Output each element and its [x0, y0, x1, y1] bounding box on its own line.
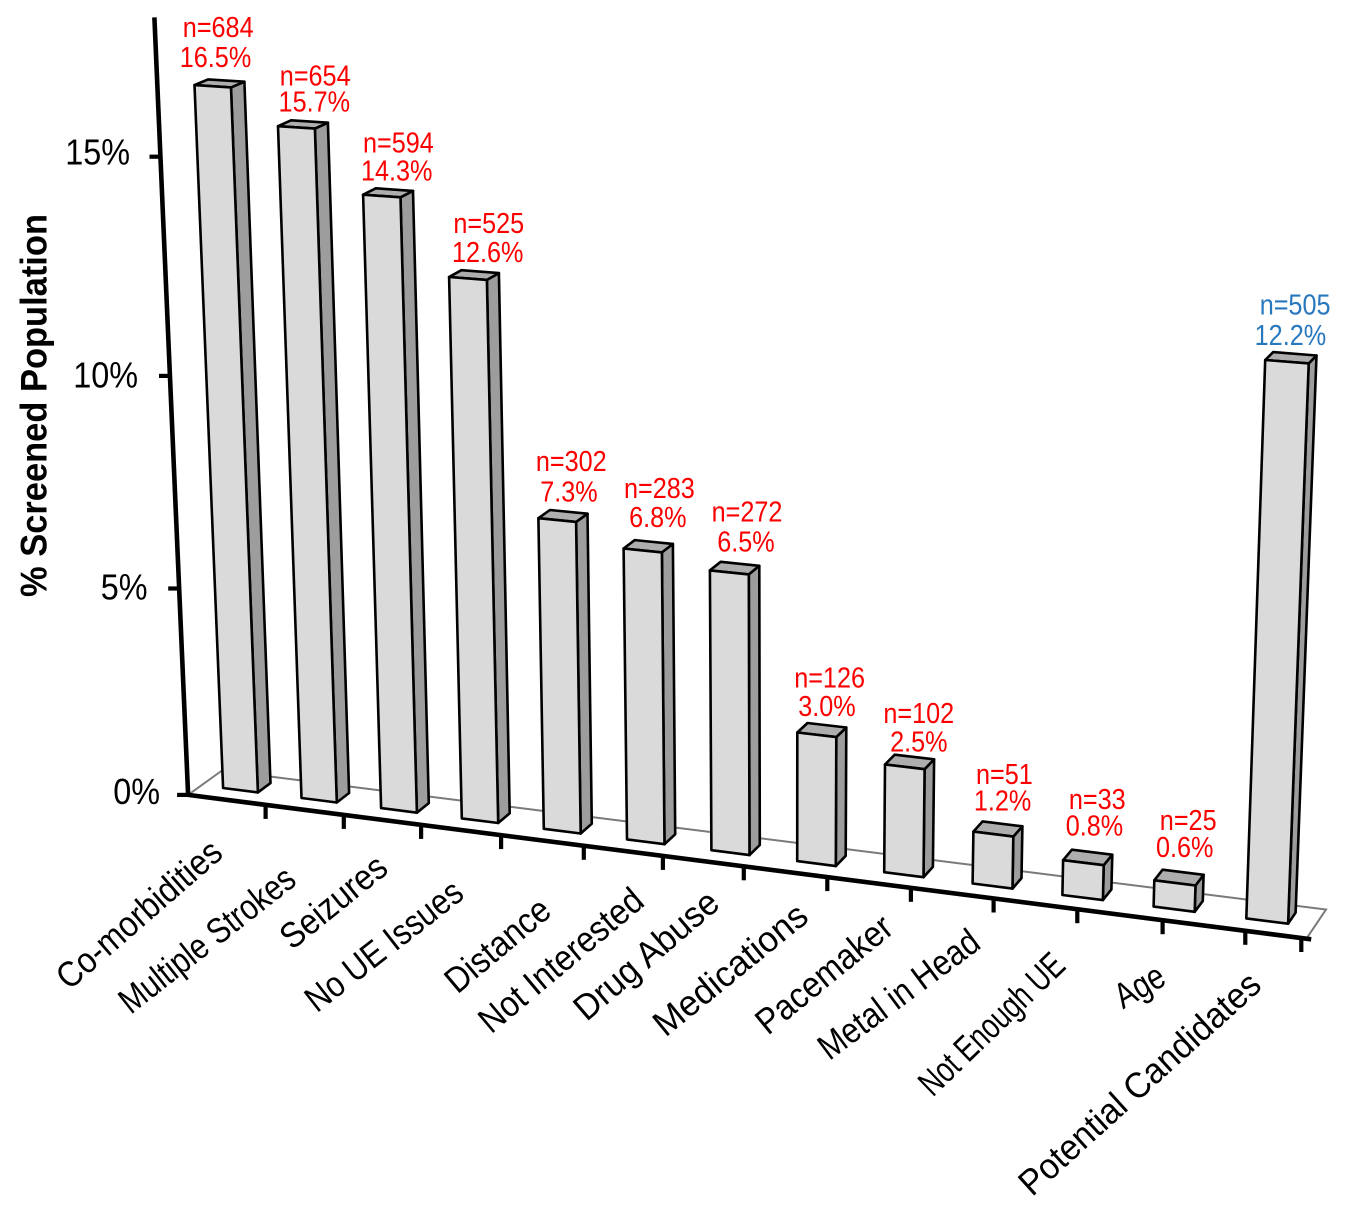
svg-text:n=272: n=272: [712, 496, 783, 528]
svg-text:2.5%: 2.5%: [890, 727, 947, 759]
svg-text:n=684: n=684: [183, 12, 254, 44]
svg-text:n=654: n=654: [280, 61, 351, 93]
svg-text:12.2%: 12.2%: [1255, 320, 1327, 352]
svg-text:n=594: n=594: [363, 127, 434, 159]
svg-text:n=283: n=283: [624, 473, 695, 505]
svg-text:0.6%: 0.6%: [1156, 832, 1213, 864]
svg-text:n=505: n=505: [1260, 289, 1331, 321]
svg-text:1.2%: 1.2%: [974, 786, 1031, 818]
svg-text:14.3%: 14.3%: [361, 155, 433, 187]
svg-text:3.0%: 3.0%: [798, 691, 855, 723]
svg-text:n=525: n=525: [453, 208, 524, 240]
svg-text:n=126: n=126: [794, 663, 865, 695]
svg-text:0%: 0%: [113, 771, 160, 812]
svg-text:15%: 15%: [65, 132, 130, 173]
svg-text:n=25: n=25: [1160, 805, 1217, 837]
svg-text:15.7%: 15.7%: [279, 87, 351, 119]
svg-text:n=33: n=33: [1069, 784, 1126, 816]
svg-text:n=102: n=102: [883, 698, 954, 730]
svg-text:n=51: n=51: [976, 759, 1033, 791]
svg-text:5%: 5%: [101, 567, 148, 608]
svg-text:6.8%: 6.8%: [629, 502, 686, 534]
svg-text:7.3%: 7.3%: [540, 476, 597, 508]
svg-text:6.5%: 6.5%: [717, 527, 774, 559]
svg-text:n=302: n=302: [536, 446, 607, 478]
svg-text:10%: 10%: [73, 355, 138, 396]
svg-text:16.5%: 16.5%: [180, 42, 252, 74]
svg-text:% Screened Population: % Screened Population: [14, 214, 55, 597]
svg-text:12.6%: 12.6%: [452, 237, 524, 269]
svg-text:0.8%: 0.8%: [1066, 811, 1123, 843]
